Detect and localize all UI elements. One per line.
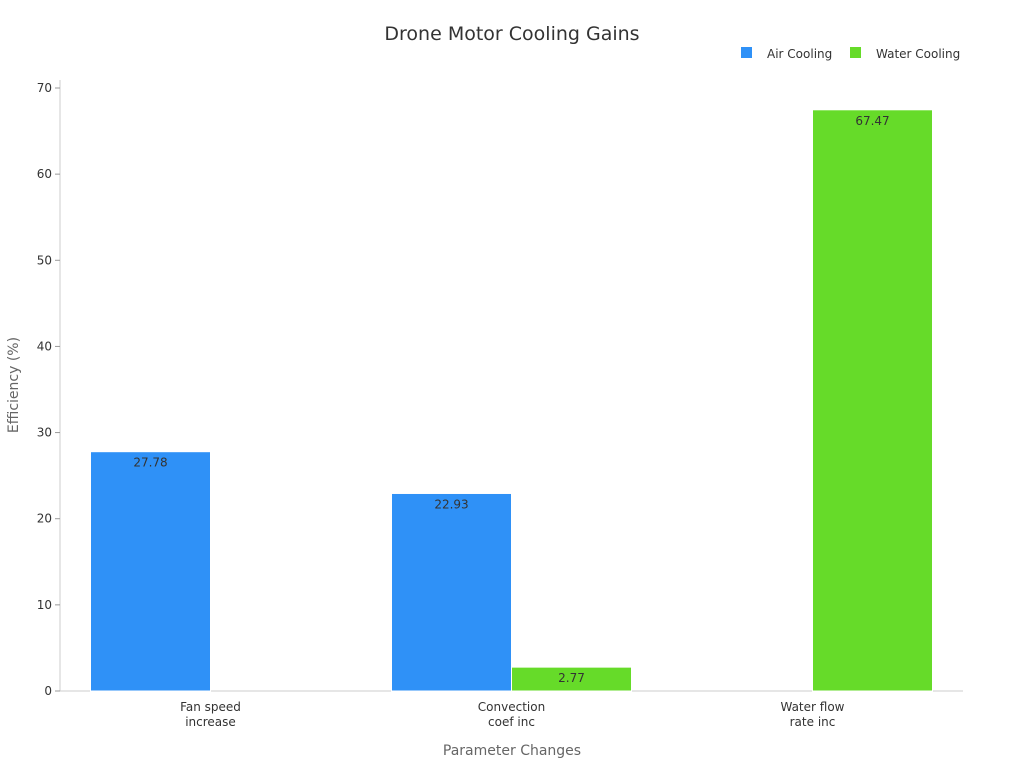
y-tick-label: 70 (37, 81, 52, 95)
chart-title: Drone Motor Cooling Gains (384, 23, 639, 45)
x-tick-label: Fan speed (180, 700, 241, 714)
y-tick-label: 0 (44, 684, 52, 698)
x-tick-label: increase (185, 715, 236, 729)
legend: Air Cooling Water Cooling (741, 47, 960, 61)
legend-label: Water Cooling (876, 47, 960, 61)
legend-swatch (850, 47, 861, 58)
y-tick-label: 20 (37, 512, 52, 526)
y-tick-label: 10 (37, 598, 52, 612)
legend-label: Air Cooling (767, 47, 832, 61)
bar-air-cooling (90, 451, 211, 692)
y-tick-label: 30 (37, 426, 52, 440)
bar-water-cooling (812, 109, 933, 692)
x-axis-label: Parameter Changes (443, 743, 581, 759)
y-tick-label: 50 (37, 253, 52, 267)
data-label: 2.77 (558, 671, 585, 685)
x-tick-label: Water flow (780, 700, 844, 714)
y-tick-label: 60 (37, 167, 52, 181)
x-tick-label: rate inc (790, 715, 836, 729)
y-axis-label: Efficiency (%) (6, 337, 22, 433)
data-label: 67.47 (855, 114, 889, 128)
data-label: 22.93 (434, 497, 468, 511)
bar-air-cooling (391, 492, 512, 692)
x-tick-label: Convection (478, 700, 545, 714)
legend-swatch (741, 47, 752, 58)
y-tick-label: 40 (37, 339, 52, 353)
x-tick-label: coef inc (488, 715, 535, 729)
data-label: 27.78 (133, 456, 167, 470)
bar-water-cooling (511, 666, 632, 692)
